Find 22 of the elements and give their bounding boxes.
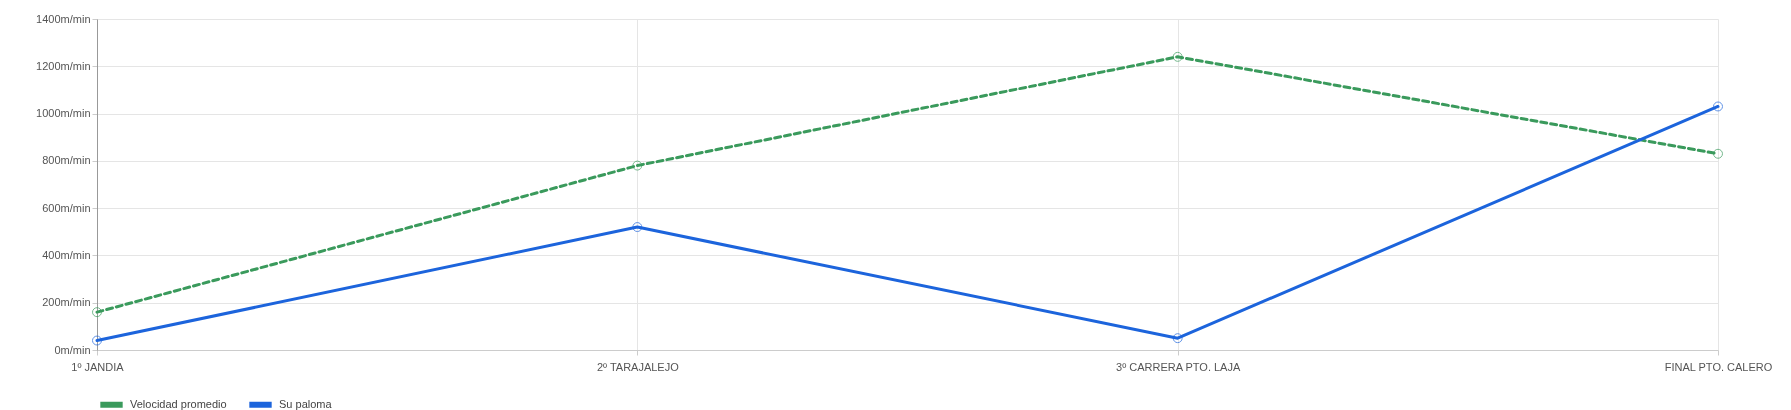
point (1713, 101, 1723, 112)
legend-label: Velocidad promedio (130, 397, 227, 410)
y-tick-label: 200m/min (42, 296, 91, 309)
point (1172, 333, 1183, 344)
x-tick-label: 2º TARAJALEJO (596, 360, 680, 373)
point (1172, 51, 1183, 62)
point (632, 160, 643, 171)
y-tick-label: 1400m/min (36, 12, 91, 25)
y-tick-label: 400m/min (42, 248, 91, 261)
x-tick-label: 1º JANDIA (71, 360, 125, 373)
legend-label: Su paloma (279, 397, 333, 410)
y-tick-label: 0m/min (54, 343, 91, 356)
point (92, 307, 102, 318)
point (92, 335, 102, 346)
y-tick-label: 800m/min (42, 154, 91, 167)
y-tick-label: 600m/min (42, 201, 91, 214)
y-tick-label: 1000m/min (36, 107, 91, 120)
point (1713, 148, 1723, 159)
y-tick-label: 1200m/min (36, 59, 91, 72)
x-tick-label: FINAL PTO. CALERO (1664, 360, 1773, 373)
point (632, 222, 643, 233)
x-tick-label: 3º CARRERA PTO. LAJA (1116, 360, 1241, 373)
